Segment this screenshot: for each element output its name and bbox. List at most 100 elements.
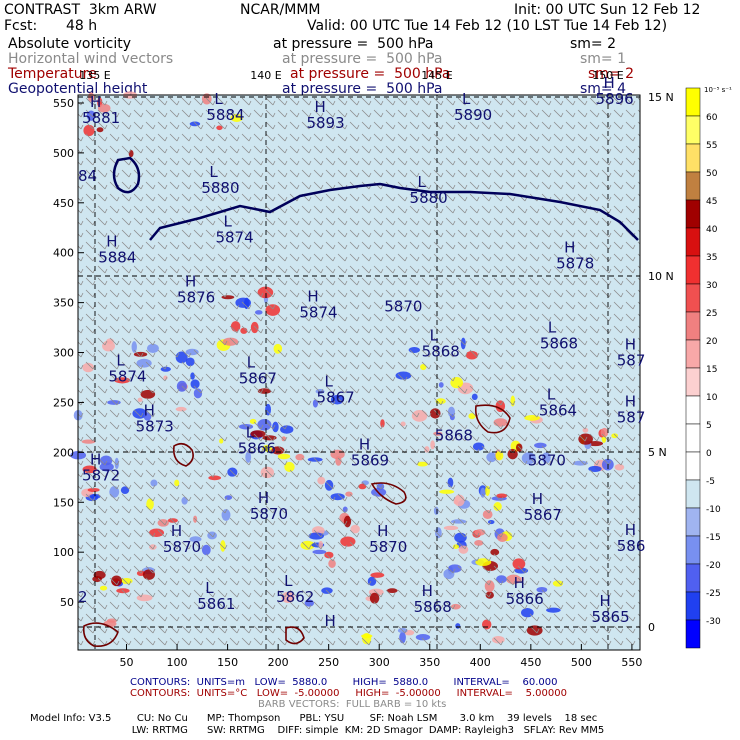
height-value-label: 5868: [422, 343, 460, 361]
height-extremum-marker: H: [599, 592, 610, 610]
height-value-label: 5870: [384, 298, 422, 316]
lat-label: 0: [648, 621, 655, 634]
field-name-temperature: Temperature: [8, 66, 97, 82]
height-extremum-marker: H: [90, 450, 101, 468]
x-tick-label: 200: [268, 656, 289, 669]
x-tick-label: 550: [621, 656, 642, 669]
height-extremum-marker: L: [418, 173, 427, 191]
valid-time: Valid: 00 UTC Tue 14 Feb 12 (10 LST Tue …: [307, 18, 668, 34]
height-extremum-marker: H: [377, 522, 388, 540]
height-value-label: 5880: [410, 189, 448, 207]
y-tick-label: 300: [53, 347, 74, 360]
axis-ticks: 50 100 150 200 250 300 350 400 450 500 550 50 100 150…: [53, 97, 642, 669]
height-value-label: 5870: [369, 538, 407, 556]
height-value-label: 5870: [528, 451, 566, 469]
height-extremum-marker: H: [185, 273, 196, 291]
field-sm-temperature: sm= 2: [588, 66, 635, 82]
height-extremum-marker: H: [532, 490, 543, 508]
height-value-label: 5884: [98, 249, 136, 267]
height-extremum-marker: H: [422, 582, 433, 600]
footer-contours-height: CONTOURS: UNITS=m LOW= 5880.0 HIGH= 5880…: [130, 677, 558, 688]
height-extremum-marker: L: [430, 327, 439, 345]
height-extremum-marker: H: [604, 74, 615, 92]
height-value-label: 2: [78, 588, 88, 606]
height-extremum-marker: L: [284, 572, 293, 590]
lon-label: 140 E: [250, 69, 281, 82]
x-tick-label: 100: [167, 656, 188, 669]
y-tick-label: 550: [53, 97, 74, 110]
height-extremum-marker: H: [171, 522, 182, 540]
height-extremum-marker: H: [625, 392, 636, 410]
lon-label: 145 E: [421, 69, 452, 82]
height-value-label: 5881: [82, 109, 120, 127]
height-value-label: 5867: [524, 506, 562, 524]
height-value-label: 5867: [239, 369, 277, 387]
x-tick-label: 500: [571, 656, 592, 669]
field-sm-wind: sm= 1: [580, 51, 627, 67]
height-extremum-marker: H: [564, 239, 575, 257]
height-value-label: 5874: [108, 367, 146, 385]
footer-model-info-2: LW: RRTMG SW: RRTMG DIFF: simple KM: 2D …: [30, 725, 605, 736]
field-level-temperature: at pressure = 500 hPa: [290, 66, 451, 82]
lat-label: 15 N: [648, 91, 674, 104]
y-tick-label: 350: [53, 297, 74, 310]
lon-label: 150 E: [592, 69, 623, 82]
height-extremum-marker: H: [625, 521, 636, 539]
height-extremum-marker: L: [246, 423, 255, 441]
height-value-label: 5874: [299, 304, 337, 322]
y-tick-label: 200: [53, 446, 74, 459]
x-tick-label: 250: [318, 656, 339, 669]
height-extremum-marker: H: [258, 489, 269, 507]
height-extremum-marker: L: [247, 353, 256, 371]
height-value-label: 5868: [435, 426, 473, 444]
y-tick-label: 50: [60, 596, 74, 609]
height-value-label: 586: [617, 537, 646, 555]
org-label: NCAR/MMM: [240, 2, 321, 18]
height-value-label: 5893: [306, 114, 344, 132]
height-extremum-marker: L: [205, 579, 214, 597]
height-extremum-marker: L: [223, 213, 232, 231]
height-value-label: 5867: [317, 388, 355, 406]
height-extremum-marker: H: [514, 574, 525, 592]
field-name-wind: Horizontal wind vectors: [8, 51, 174, 67]
lat-lon-grid: 135 E 140 E 145 E 150 E 15 N 10 N 5 N 0: [78, 69, 674, 650]
height-contour-closed: [112, 156, 141, 194]
height-extremum-marker: L: [116, 351, 125, 369]
field-level-vorticity: at pressure = 500 hPa: [273, 36, 434, 52]
y-tick-label: 500: [53, 147, 74, 160]
height-value-label: 5869: [351, 451, 389, 469]
height-extremum-marker: H: [144, 401, 155, 419]
height-value-label: 5873: [136, 417, 174, 435]
height-contour-5880: [149, 182, 639, 241]
x-tick-label: 450: [520, 656, 541, 669]
height-value-label: 5864: [539, 401, 577, 419]
lat-label: 10 N: [648, 270, 674, 283]
y-tick-label: 450: [53, 197, 74, 210]
footer-contours-temp: CONTOURS: UNITS=°C LOW= -5.00000 HIGH= -…: [130, 688, 567, 699]
fcst-value: 48 h: [66, 18, 98, 34]
y-tick-label: 100: [53, 546, 74, 559]
height-extremum-marker: H: [625, 336, 636, 354]
x-tick-label: 50: [120, 656, 134, 669]
height-extremum-marker: H: [90, 93, 101, 111]
model-title: CONTRAST 3km ARW: [4, 2, 157, 18]
temperature-contours: [82, 404, 511, 648]
height-extremum-marker: H: [359, 435, 370, 453]
footer-barb-vectors: BARB VECTORS: FULL BARB = 10 kts: [258, 699, 447, 710]
height-value-label: 5866: [238, 439, 276, 457]
field-level-wind: at pressure = 500 hPa: [282, 51, 443, 67]
wind-barbs: [78, 95, 640, 650]
height-value-label: 5870: [250, 505, 288, 523]
height-value-label: 587: [617, 408, 646, 426]
height-value-label: 5870: [163, 538, 201, 556]
height-value-label: 5878: [556, 255, 594, 273]
height-extremum-marker: H: [314, 98, 325, 116]
height-extremum-marker: H: [307, 288, 318, 306]
lon-label: 135 E: [79, 69, 110, 82]
height-extremum-marker: H: [106, 233, 117, 251]
height-value-label: 5862: [276, 588, 314, 606]
height-extremum-marker: L: [214, 90, 223, 108]
lat-label: 5 N: [648, 446, 667, 459]
footer-model-info-1: Model Info: V3.5 CU: No Cu MP: Thompson …: [30, 713, 598, 724]
